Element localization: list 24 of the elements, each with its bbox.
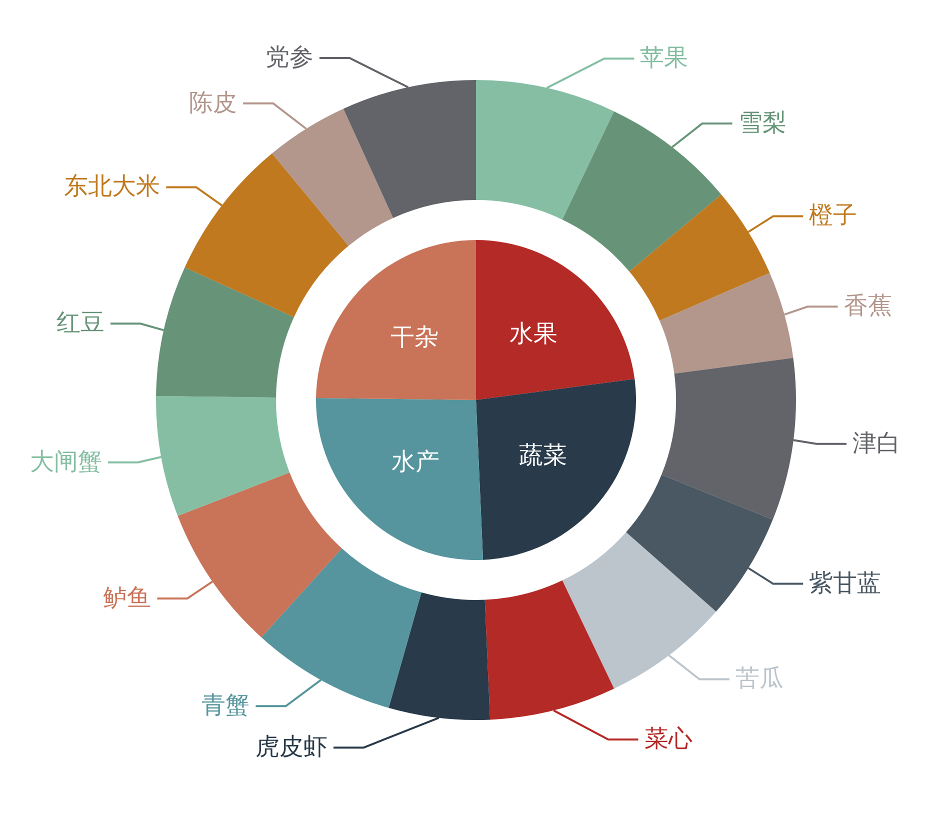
slice-label: 水果: [509, 319, 558, 348]
slice-label: 菜心: [644, 724, 692, 753]
slice-label: 东北大米: [64, 172, 160, 200]
slice-label: 香蕉: [844, 292, 892, 320]
slice-label: 苹果: [640, 44, 688, 72]
pie-slice: [316, 398, 484, 560]
slice-label: 党参: [265, 42, 314, 71]
slice-label: 紫甘蓝: [809, 568, 882, 597]
slice-label: 雪梨: [738, 108, 786, 136]
slice-label: 苦瓜: [735, 664, 784, 692]
slice-label: 干杂: [390, 322, 439, 351]
slice-label: 水产: [391, 448, 440, 476]
pie-slice: [476, 240, 635, 400]
slice-label: 大闸蟹: [30, 447, 102, 476]
slice-label: 津白: [852, 428, 901, 457]
slice-label: 橙子: [809, 201, 858, 230]
slice-label: 鲈鱼: [103, 584, 152, 612]
slice-label: 蔬菜: [518, 441, 567, 470]
pie-slice: [316, 240, 476, 400]
slice-label: 青蟹: [202, 691, 250, 720]
pie-slice: [476, 378, 636, 560]
slice-label: 虎皮虾: [255, 732, 328, 761]
slice-label: 红豆: [56, 308, 104, 337]
slice-label: 陈皮: [189, 88, 238, 116]
